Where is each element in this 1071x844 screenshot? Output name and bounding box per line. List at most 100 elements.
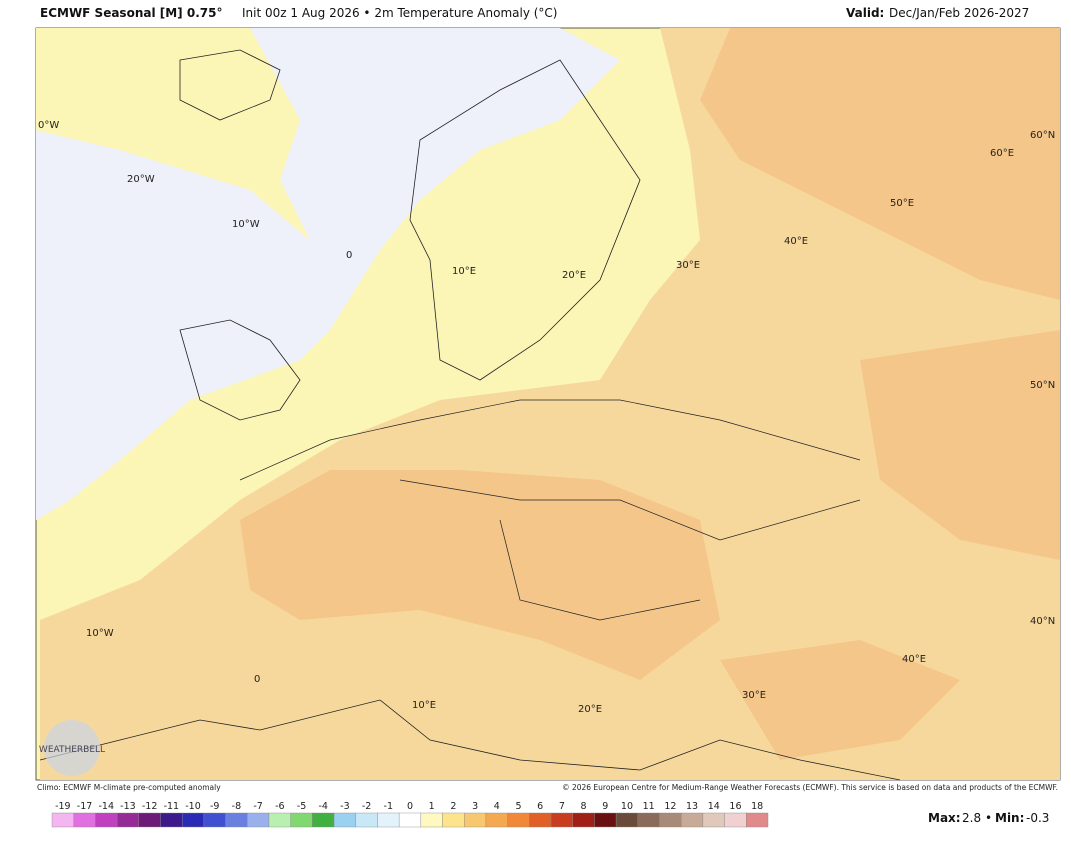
colorbar-swatch xyxy=(702,812,725,828)
lon-label: 10°W xyxy=(86,628,114,639)
colorbar-swatch xyxy=(529,812,552,828)
colorbar-swatch xyxy=(268,812,291,828)
map: WEATHERBELL xyxy=(35,27,1061,781)
colorbar-tick-label: -4 xyxy=(318,801,327,812)
colorbar-swatch xyxy=(73,812,96,828)
colorbar-swatch xyxy=(637,812,660,828)
colorbar-swatch xyxy=(225,812,248,828)
colorbar-swatch xyxy=(181,812,205,828)
lon-label: 0 xyxy=(254,674,260,685)
colorbar-swatch xyxy=(420,812,443,828)
copyright: © 2026 European Centre for Medium-Range … xyxy=(562,783,1058,792)
colorbar-tick-label: -6 xyxy=(275,801,284,812)
lon-label: 30°E xyxy=(676,260,700,271)
colorbar-tick-label: 8 xyxy=(581,801,587,812)
colorbar-swatch xyxy=(550,812,573,828)
lon-label: 0°W xyxy=(38,120,59,131)
colorbar-swatch xyxy=(160,812,183,828)
colorbar-tick-label: -14 xyxy=(98,801,114,812)
lon-label: 10°E xyxy=(452,266,476,277)
colorbar-tick-label: -19 xyxy=(55,801,71,812)
colorbar-tick-label: -2 xyxy=(362,801,371,812)
colorbar-swatch xyxy=(659,812,682,828)
lat-label: 50°N xyxy=(1030,380,1055,391)
colorbar-tick-label: -1 xyxy=(384,801,393,812)
colorbar-tick-label: 2 xyxy=(450,801,456,812)
colorbar-swatch xyxy=(247,812,270,828)
logo: WEATHERBELL xyxy=(39,745,105,755)
max-value: 2.8 xyxy=(962,811,981,825)
colorbar-tick-label: 7 xyxy=(559,801,565,812)
lon-label: 20°W xyxy=(127,174,155,185)
colorbar-tick-label: -3 xyxy=(340,801,349,812)
colorbar-tick-label: 14 xyxy=(708,801,720,812)
colorbar-swatch xyxy=(333,812,356,828)
colorbar-tick-label: 3 xyxy=(472,801,478,812)
colorbar-tick-label: 4 xyxy=(494,801,500,812)
colorbar-tick-label: 12 xyxy=(664,801,676,812)
colorbar-swatch xyxy=(290,812,313,828)
lon-label: 10°E xyxy=(412,700,436,711)
colorbar-tick-label: 11 xyxy=(643,801,655,812)
colorbar-tick-label: -13 xyxy=(120,801,136,812)
colorbar-swatch xyxy=(442,812,465,828)
lon-label: 20°E xyxy=(578,704,602,715)
colorbar-swatch xyxy=(398,812,422,828)
colorbar-swatch xyxy=(724,812,747,828)
colorbar-tick-label: 13 xyxy=(686,801,698,812)
lon-label: 30°E xyxy=(742,690,766,701)
colorbar-tick-label: 18 xyxy=(751,801,763,812)
max-label: Max: xyxy=(928,811,961,825)
colorbar-swatch xyxy=(485,812,508,828)
colorbar-tick-label: 10 xyxy=(621,801,633,812)
title: ECMWF Seasonal [M] 0.75° xyxy=(40,6,222,20)
colorbar-swatch xyxy=(51,812,74,828)
colorbar-swatch xyxy=(507,812,530,828)
lon-label: 50°E xyxy=(890,198,914,209)
lat-label: 60°N xyxy=(1030,130,1055,141)
climo-note: Climo: ECMWF M-climate pre-computed anom… xyxy=(37,783,221,792)
colorbar-swatch xyxy=(572,812,595,828)
colorbar-swatch xyxy=(594,812,617,828)
lon-label: 0 xyxy=(346,250,352,261)
colorbar-tick-label: -11 xyxy=(164,801,180,812)
colorbar-tick-label: 16 xyxy=(729,801,741,812)
lon-label: 60°E xyxy=(990,148,1014,159)
colorbar-swatch xyxy=(203,812,226,828)
colorbar: -19 -17 -14 -13 -12 -11 -10 -9 -8 -7 -6 -5 -4 -3 -2 -1 0… xyxy=(51,801,769,828)
lon-label: 10°W xyxy=(232,219,260,230)
colorbar-tick-label: -17 xyxy=(77,801,93,812)
lon-label: 20°E xyxy=(562,270,586,281)
subtitle: Init 00z 1 Aug 2026 • 2m Temperature Ano… xyxy=(242,6,557,20)
min-value: -0.3 xyxy=(1026,811,1049,825)
colorbar-swatch xyxy=(615,812,639,828)
colorbar-swatch xyxy=(312,812,335,828)
colorbar-tick-label: 6 xyxy=(537,801,543,812)
colorbar-tick-label: 0 xyxy=(407,801,413,812)
separator: • xyxy=(985,811,992,825)
lat-label: 40°N xyxy=(1030,616,1055,627)
lon-label: 40°E xyxy=(902,654,926,665)
colorbar-tick-label: -8 xyxy=(232,801,241,812)
colorbar-tick-label: 1 xyxy=(429,801,435,812)
valid-value: Dec/Jan/Feb 2026-2027 xyxy=(889,6,1029,20)
colorbar-swatch xyxy=(355,812,378,828)
colorbar-swatch xyxy=(681,812,704,828)
colorbar-tick-label: -12 xyxy=(142,801,158,812)
colorbar-tick-label: -5 xyxy=(297,801,306,812)
lon-label: 40°E xyxy=(784,236,808,247)
colorbar-swatch xyxy=(138,812,161,828)
colorbar-tick-label: -7 xyxy=(253,801,262,812)
colorbar-swatch xyxy=(95,812,118,828)
colorbar-tick-label: -10 xyxy=(185,801,201,812)
colorbar-swatch xyxy=(116,812,139,828)
colorbar-swatch xyxy=(746,812,769,828)
colorbar-tick-label: -9 xyxy=(210,801,219,812)
colorbar-swatch xyxy=(377,812,400,828)
valid-label: Valid: xyxy=(846,6,884,20)
colorbar-swatch xyxy=(464,812,487,828)
colorbar-tick-label: 9 xyxy=(602,801,608,812)
min-label: Min: xyxy=(995,811,1024,825)
colorbar-tick-label: 5 xyxy=(515,801,521,812)
